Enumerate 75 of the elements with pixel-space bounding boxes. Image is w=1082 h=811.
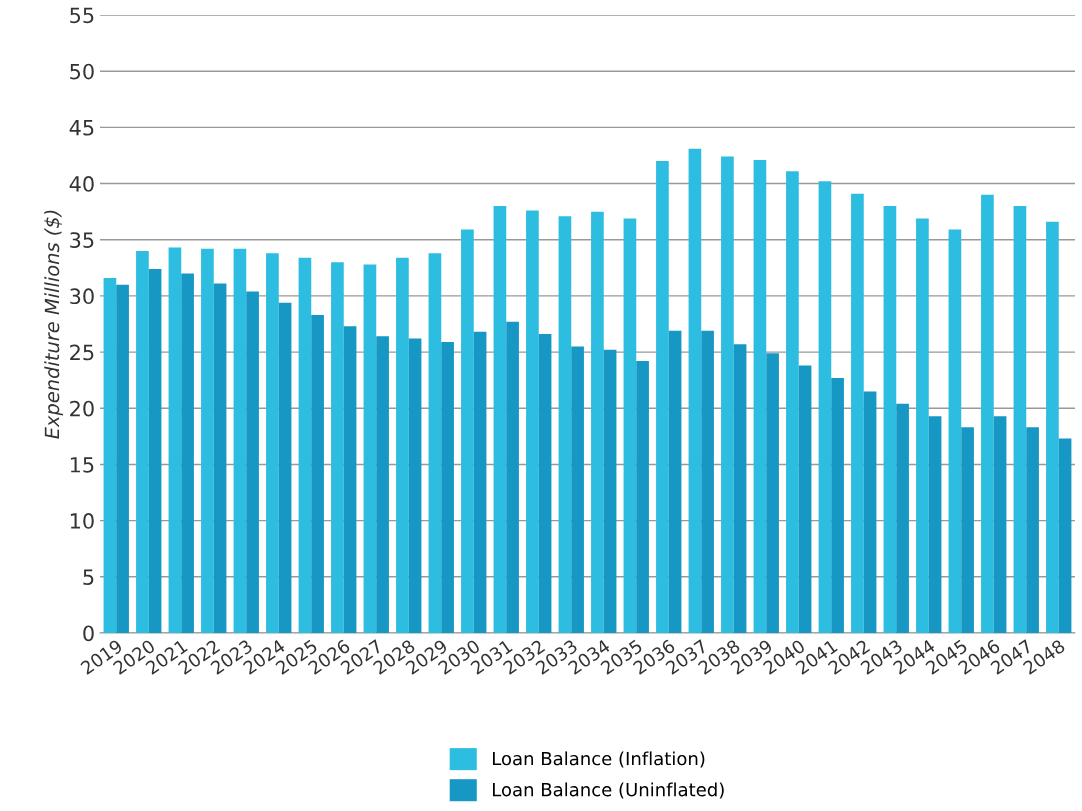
bar	[1046, 221, 1059, 633]
bar	[688, 148, 702, 633]
y-tick-label: 10	[70, 513, 94, 529]
bar	[766, 353, 779, 633]
bar	[993, 416, 1007, 633]
bar	[396, 257, 409, 633]
y-tick-label: 25	[70, 344, 94, 361]
bar	[298, 257, 312, 633]
bar	[148, 268, 162, 633]
y-axis-title: Expenditure Millions ($)	[44, 210, 64, 439]
bar	[363, 264, 377, 633]
bar	[493, 206, 507, 633]
bar	[506, 321, 519, 633]
bar	[538, 334, 552, 633]
bar	[168, 247, 182, 633]
bar	[213, 283, 227, 633]
bar	[753, 159, 767, 633]
y-tick-label: 5	[83, 569, 94, 586]
bar	[526, 210, 539, 633]
bar	[883, 206, 897, 633]
y-tick-label: 30	[70, 288, 94, 305]
bar	[916, 218, 929, 633]
y-tick-label: 0	[83, 625, 94, 642]
bar	[981, 194, 994, 633]
y-tick-label: 50	[70, 63, 94, 80]
bar	[896, 403, 909, 633]
bar	[571, 346, 584, 633]
bar	[701, 330, 714, 633]
bar	[201, 248, 214, 633]
bar	[246, 291, 259, 633]
bar	[831, 377, 844, 633]
bar	[343, 326, 357, 633]
bar	[928, 416, 942, 633]
bar	[656, 161, 669, 633]
bar	[1026, 427, 1039, 633]
bar	[668, 330, 682, 633]
bar	[636, 361, 649, 633]
bar	[408, 338, 422, 633]
bar	[603, 349, 617, 633]
bar	[851, 193, 864, 633]
bar	[721, 156, 734, 633]
legend-label: Loan Balance (Inflation)	[492, 751, 705, 768]
bar	[961, 427, 974, 633]
bar	[473, 331, 487, 633]
bar	[233, 248, 247, 633]
bar	[948, 229, 962, 633]
bar	[591, 211, 604, 633]
bar	[266, 253, 279, 633]
bar	[1013, 206, 1027, 633]
bar	[818, 181, 832, 633]
bar	[786, 171, 799, 633]
legend-label: Loan Balance (Uninflated)	[492, 782, 724, 799]
bar	[428, 253, 442, 633]
bar	[278, 302, 292, 633]
bar	[863, 391, 877, 633]
bar	[116, 284, 129, 633]
bar	[798, 365, 812, 633]
bar	[1058, 438, 1072, 633]
bar	[461, 229, 474, 633]
bar	[558, 216, 572, 633]
y-tick-label: 55	[70, 7, 94, 24]
bar	[136, 250, 149, 633]
y-tick-label: 20	[70, 400, 94, 417]
bar	[733, 344, 747, 633]
y-tick-label: 40	[69, 176, 94, 192]
y-tick-label: 45	[69, 120, 94, 136]
bar	[181, 273, 194, 633]
y-tick-label: 15	[70, 457, 94, 473]
bar	[441, 341, 454, 633]
bar	[376, 336, 389, 633]
bar	[311, 315, 324, 633]
bar	[331, 262, 344, 633]
bar	[623, 218, 637, 633]
y-tick-label: 35	[70, 232, 94, 248]
bar	[103, 277, 117, 633]
